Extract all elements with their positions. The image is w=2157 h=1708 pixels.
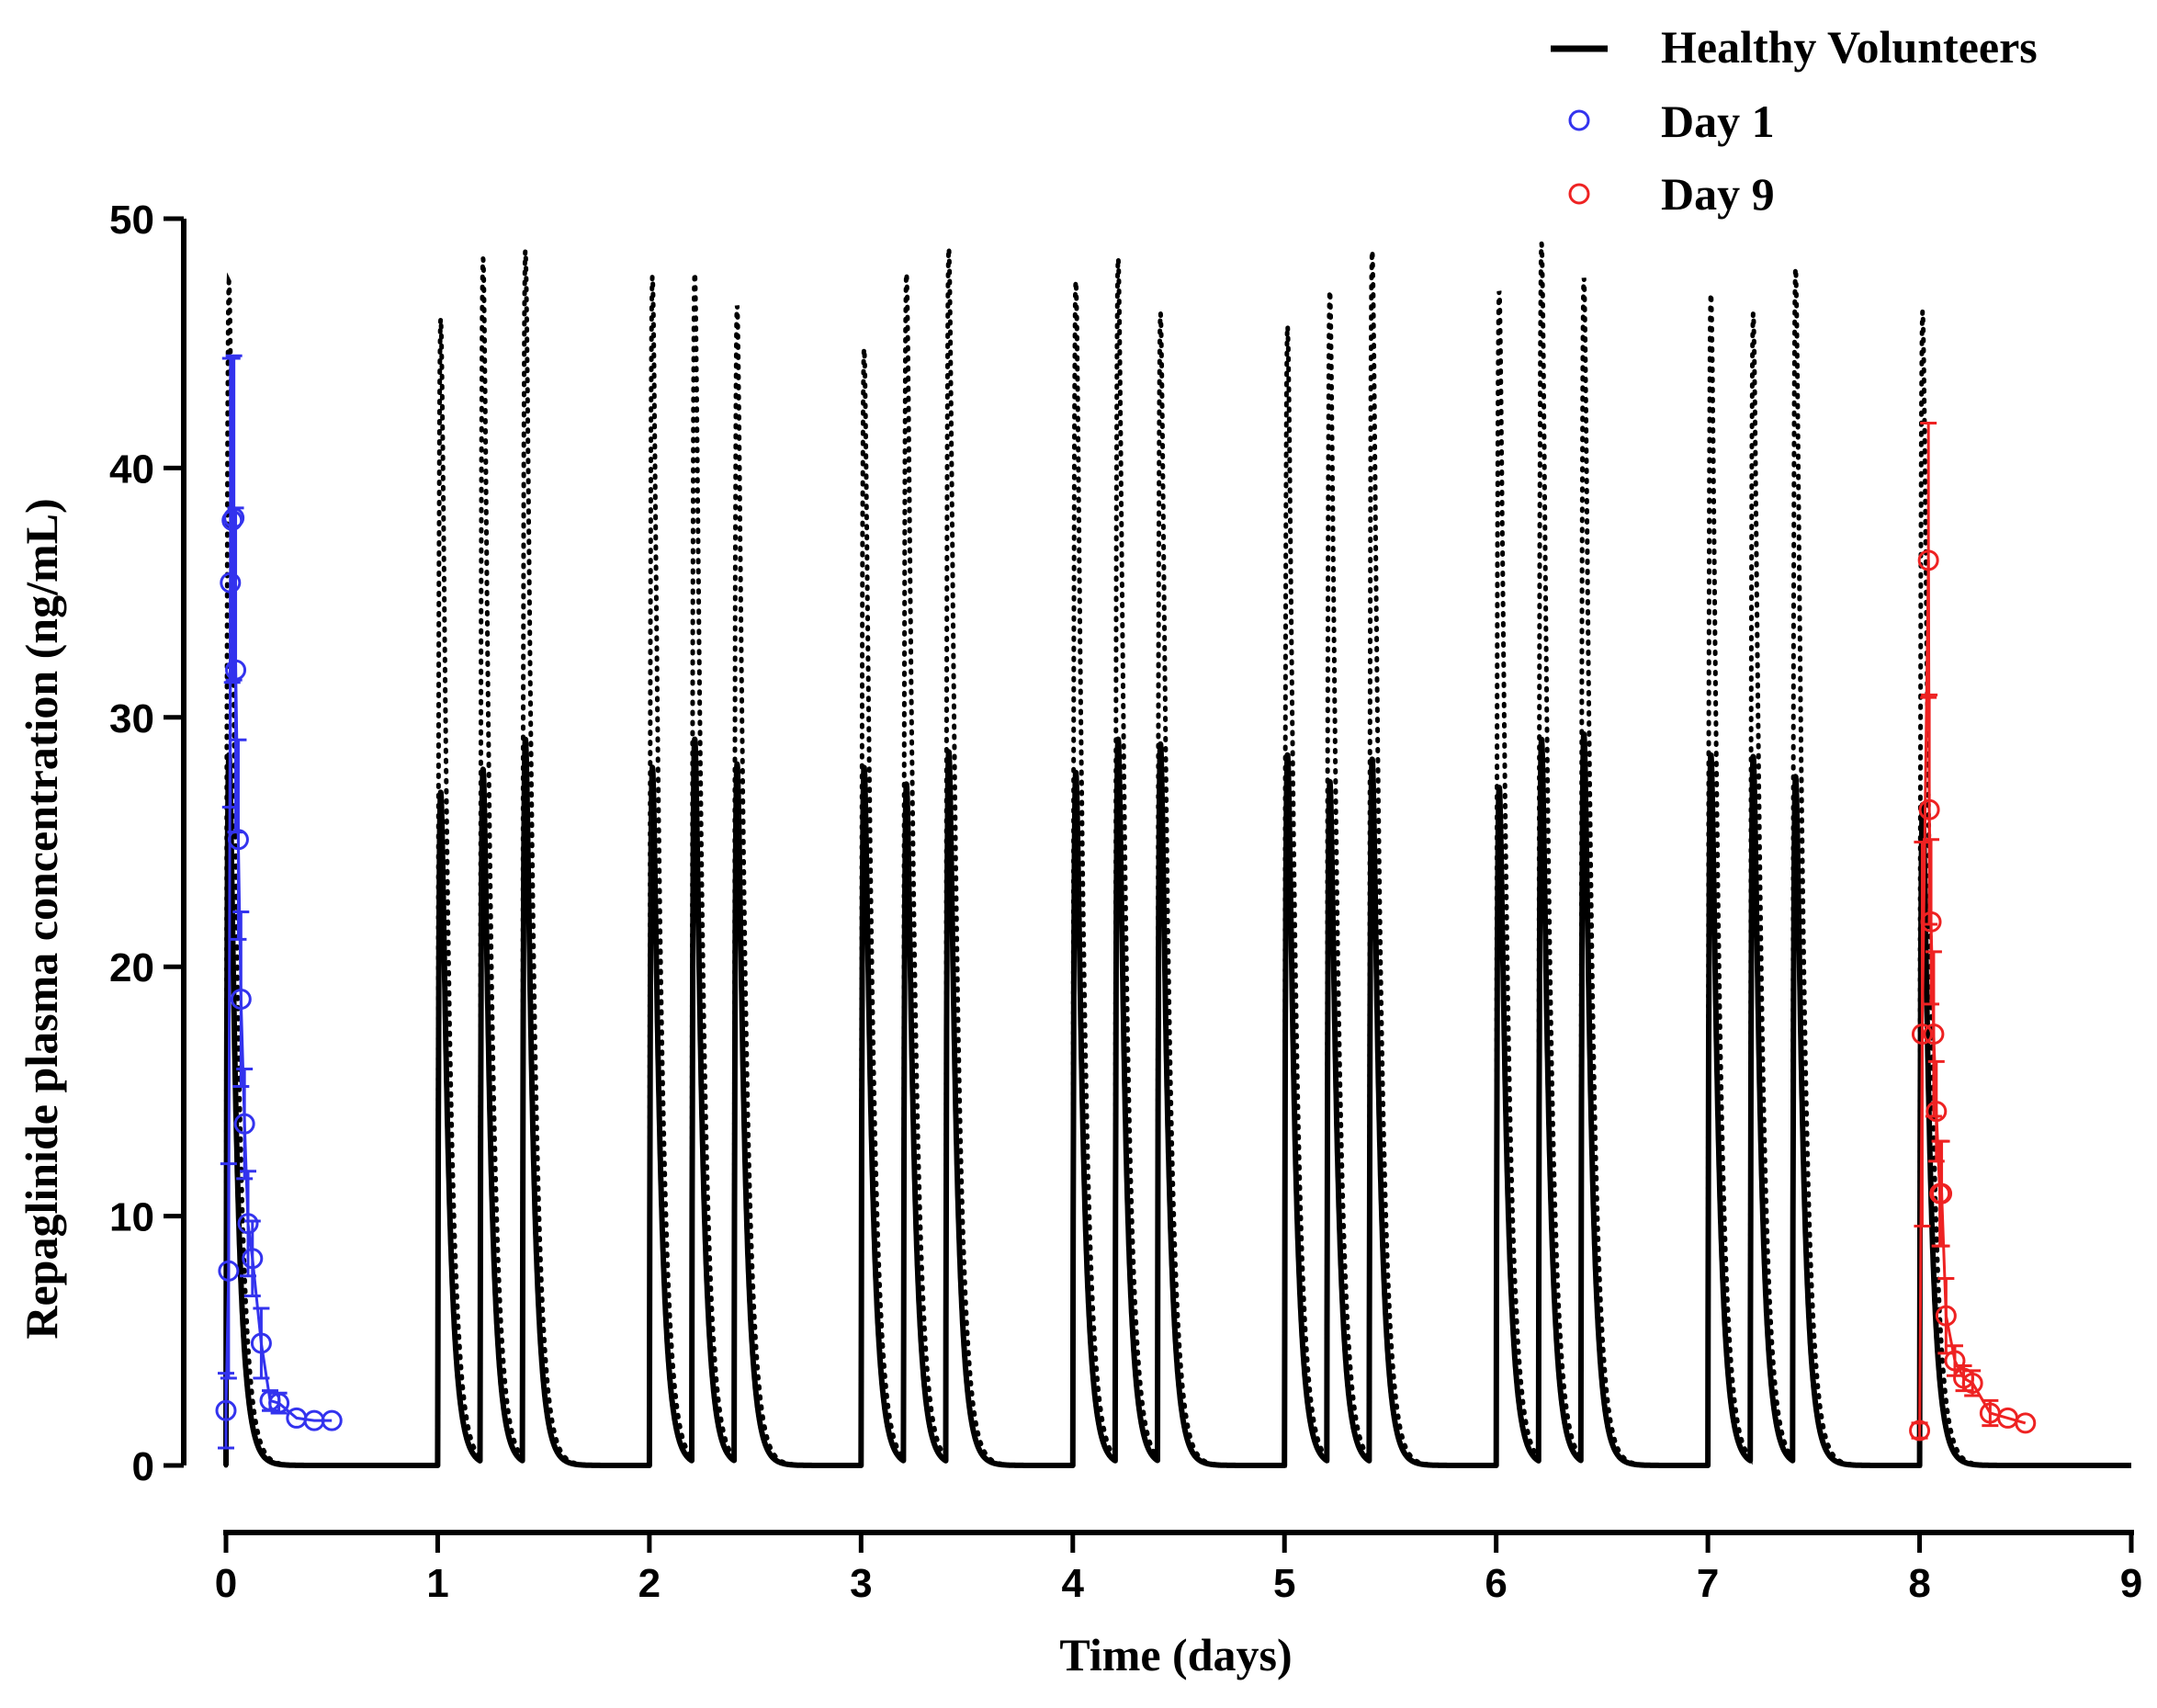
- day1-point-5: [225, 659, 247, 681]
- day1-point-6: [227, 829, 249, 851]
- day9-point-3: [1918, 798, 1940, 820]
- day9-point-6: [1925, 1101, 1948, 1123]
- y-tick-label-20: 20: [109, 945, 154, 990]
- x-tick-label-7: 7: [1697, 1561, 1719, 1606]
- day9-point-12: [1961, 1372, 1983, 1394]
- observed-data-layer: [215, 354, 2037, 1450]
- x-tick-label-0: 0: [215, 1561, 237, 1606]
- legend-label-day9: Day 9: [1661, 168, 1775, 220]
- y-tick-label-30: 30: [109, 696, 154, 741]
- y-tick-label-0: 0: [132, 1444, 154, 1489]
- day1-point-8: [233, 1113, 255, 1135]
- x-tick-label-1: 1: [426, 1561, 448, 1606]
- x-tick-label-6: 6: [1485, 1561, 1507, 1606]
- day9-point-8: [1931, 1182, 1953, 1205]
- day9-point-9: [1935, 1305, 1957, 1327]
- day1-point-1: [218, 1260, 240, 1282]
- y-tick-label-50: 50: [109, 198, 154, 243]
- series-healthy-median-solid: [223, 731, 2134, 1468]
- day1-point-10: [242, 1248, 264, 1270]
- series-day1: [215, 354, 343, 1450]
- day9-point-5: [1923, 1023, 1945, 1045]
- day9-point-0: [1909, 1420, 1931, 1442]
- y-tick-label-40: 40: [109, 447, 154, 492]
- x-tick-label-8: 8: [1908, 1561, 1930, 1606]
- x-tick-label-5: 5: [1273, 1561, 1295, 1606]
- day9-point-10: [1944, 1350, 1966, 1372]
- day9-point-2: [1917, 549, 1939, 571]
- x-tick-label-3: 3: [850, 1561, 872, 1606]
- x-axis-label: Time (days): [1059, 1629, 1292, 1680]
- legend-marker-day1: [1568, 109, 1590, 131]
- day1-point-13: [268, 1392, 290, 1414]
- day1-point-0: [215, 1399, 237, 1421]
- y-axis-label: Repaglinide plasma concentration (ng/mL): [16, 498, 67, 1339]
- day9-point-4: [1920, 911, 1942, 933]
- legend-label-day1: Day 1: [1661, 96, 1775, 147]
- day9-point-15: [2015, 1412, 2037, 1434]
- day1-point-2: [220, 571, 242, 594]
- day1-point-9: [237, 1213, 259, 1235]
- day1-point-11: [250, 1332, 272, 1354]
- series-day9: [1909, 422, 2037, 1442]
- day1-point-7: [230, 988, 252, 1010]
- legend-label-healthy: Healthy Volunteers: [1661, 21, 2038, 73]
- y-tick-label-10: 10: [109, 1195, 154, 1240]
- x-tick-label-2: 2: [638, 1561, 661, 1606]
- x-tick-label-9: 9: [2120, 1561, 2142, 1606]
- axes-layer: 0 10 20 30 40 50 0 1 2 3 4 5 6 7 8 9: [109, 198, 2142, 1606]
- day9-point-1: [1911, 1023, 1933, 1045]
- day1-point-16: [321, 1409, 343, 1431]
- legend: Healthy Volunteers Day 1 Day 9: [1551, 21, 2038, 220]
- dotted-curve-layer: [223, 243, 2134, 1468]
- legend-marker-day9: [1568, 183, 1590, 205]
- solid-curve-layer: [223, 731, 2134, 1468]
- x-tick-label-4: 4: [1062, 1561, 1085, 1606]
- series-healthy-upper-dotted: [223, 243, 2134, 1468]
